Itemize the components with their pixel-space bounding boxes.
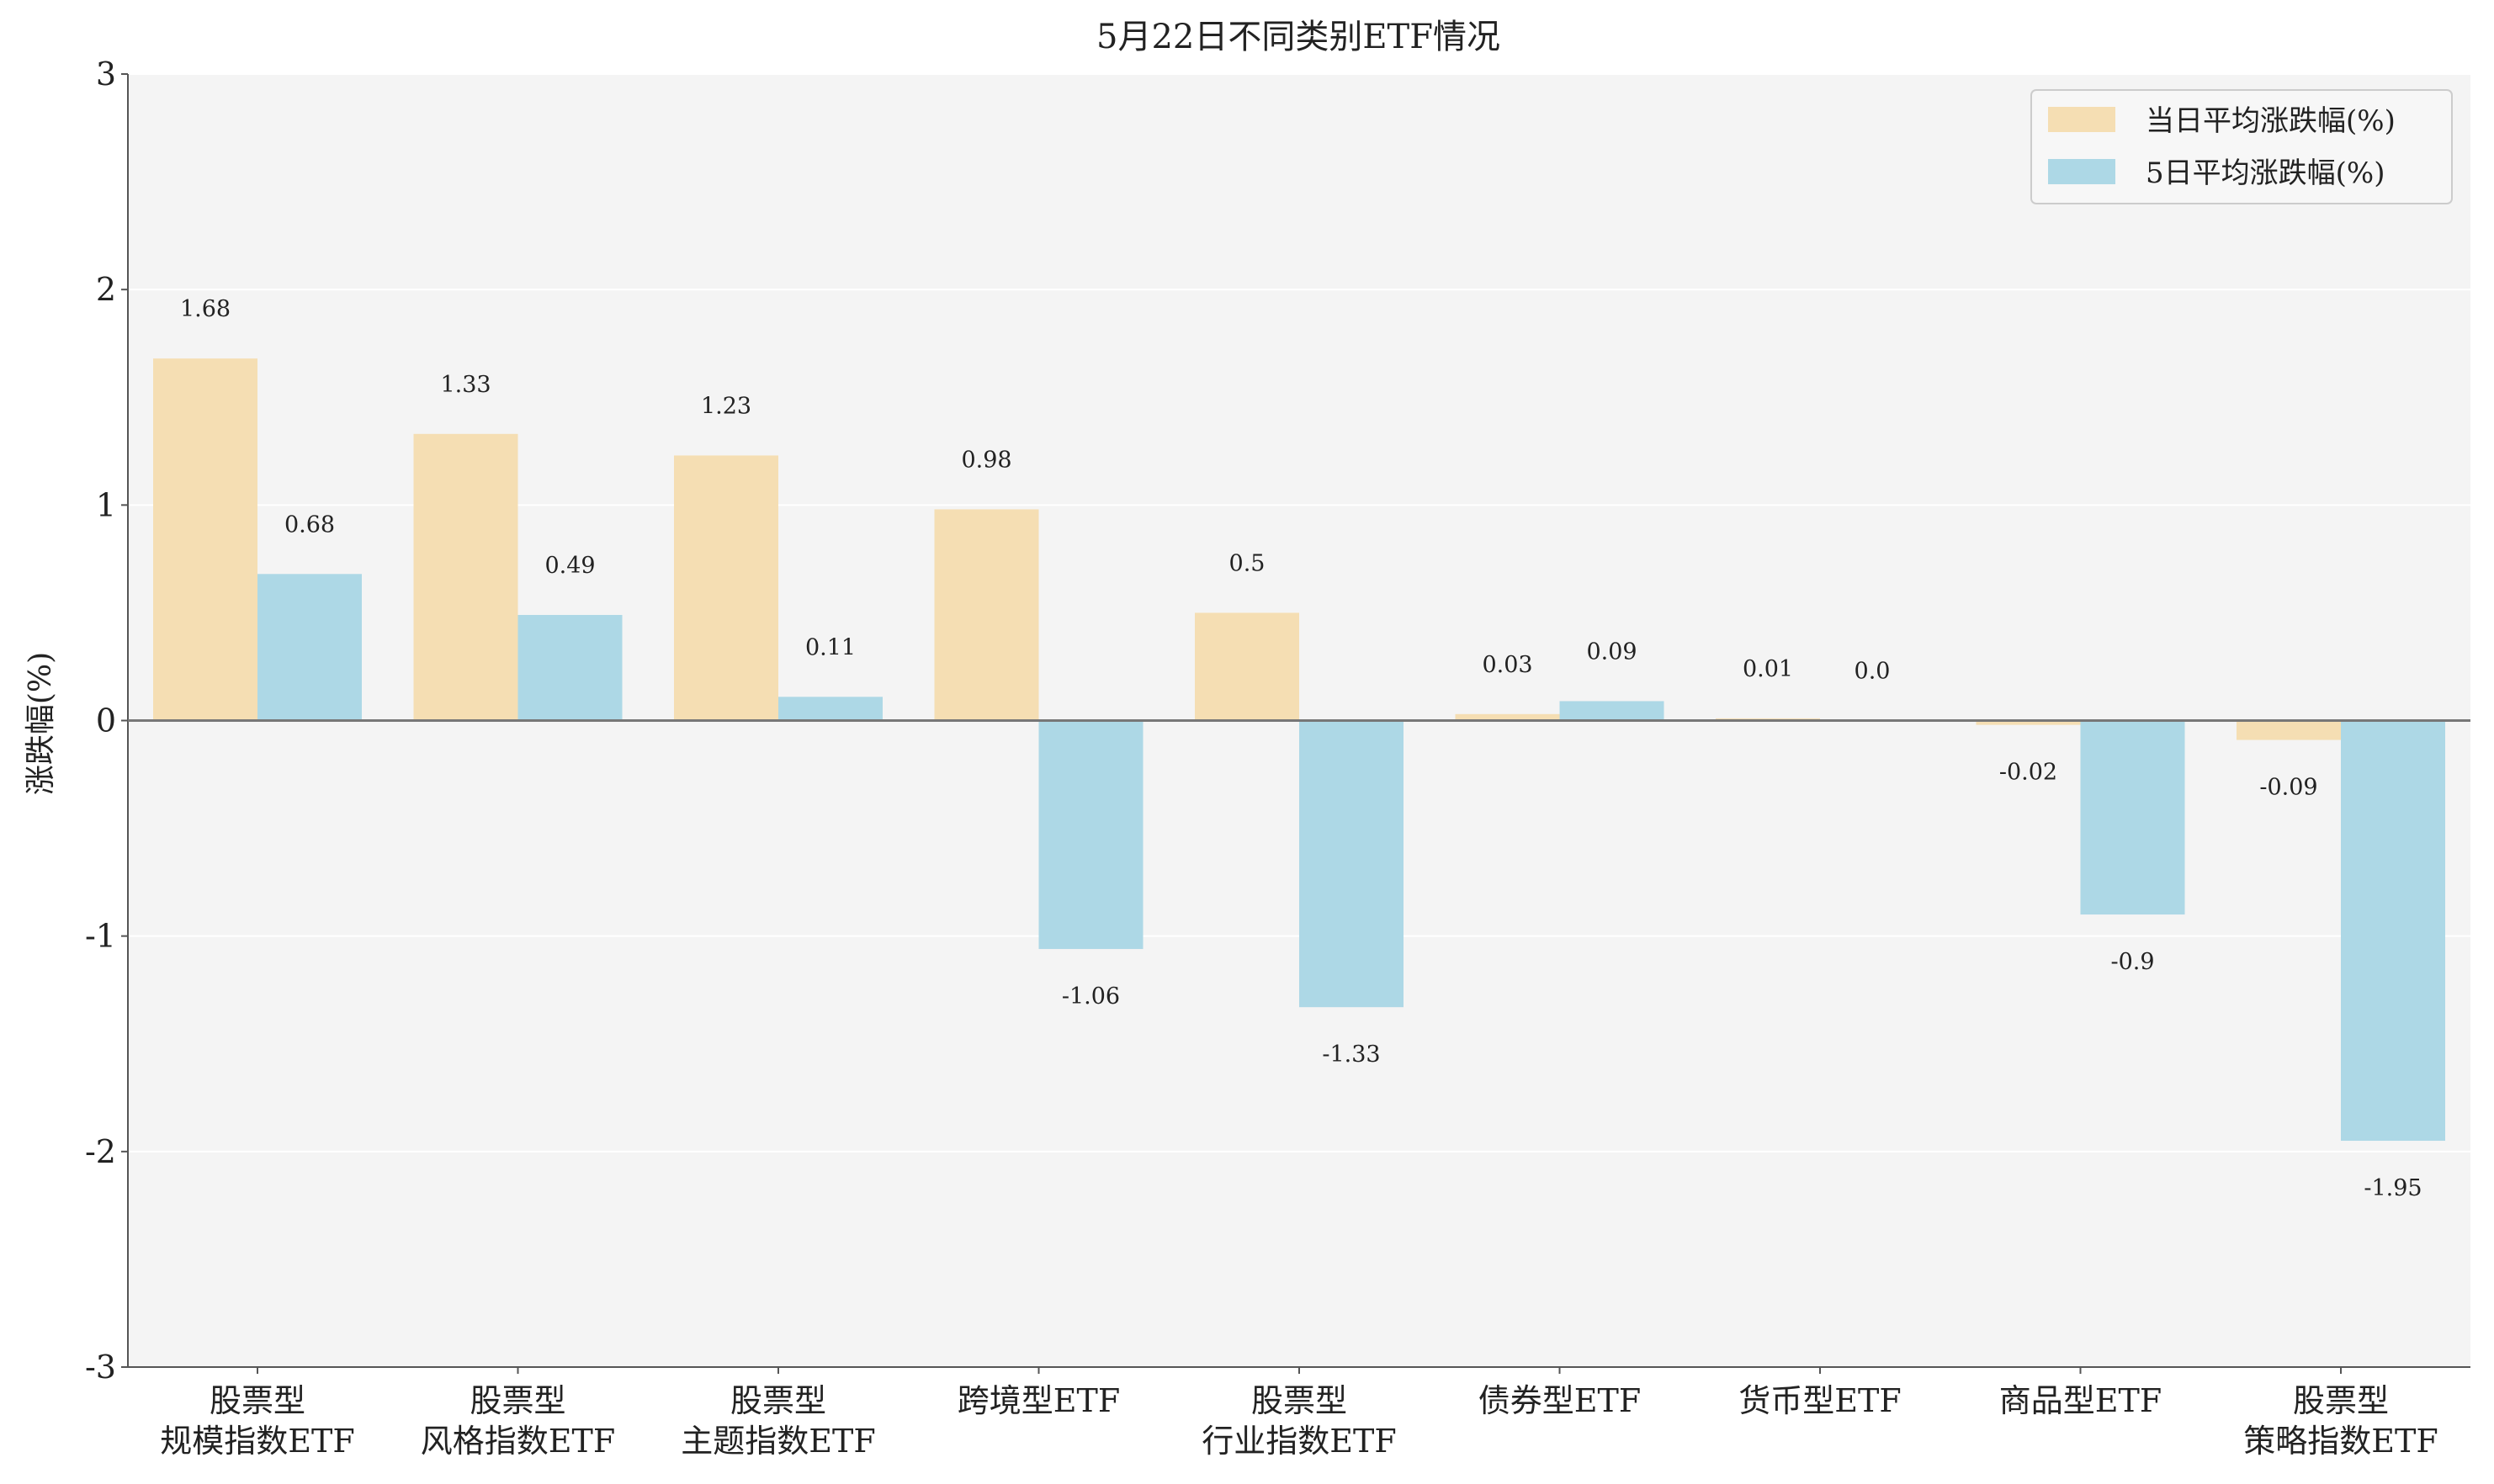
x-tick-label-line: 商品型ETF — [1999, 1382, 2162, 1419]
bar-s1-c7 — [2080, 720, 2185, 915]
value-label-s1-c8: -1.95 — [2364, 1175, 2422, 1201]
value-label-s1-c0: 0.68 — [284, 511, 335, 538]
value-label-s1-c6: 0.0 — [1855, 659, 1891, 685]
x-tick-label-6: 货币型ETF — [1738, 1382, 1901, 1419]
legend-swatch-1 — [2048, 159, 2115, 184]
x-tick-label-8: 股票型策略指数ETF — [2243, 1382, 2438, 1460]
x-tick-label-3: 跨境型ETF — [958, 1382, 1120, 1419]
bar-s0-c0 — [153, 358, 257, 721]
bar-s0-c1 — [413, 433, 518, 721]
value-label-s0-c4: 0.5 — [1229, 550, 1266, 576]
x-tick-label-line: 股票型 — [2293, 1382, 2389, 1419]
bar-s1-c0 — [257, 574, 362, 721]
y-tick-label-5: 2 — [96, 271, 116, 308]
value-label-s1-c3: -1.06 — [1062, 983, 1120, 1010]
y-tick-label-6: 3 — [96, 56, 116, 93]
axes: -3-2-10123股票型规模指数ETF股票型风格指数ETF股票型主题指数ETF… — [85, 56, 2470, 1460]
value-label-s0-c0: 1.68 — [180, 296, 231, 322]
x-tick-label-line: 货币型ETF — [1738, 1382, 1901, 1419]
x-tick-label-line: 股票型 — [210, 1382, 305, 1419]
x-tick-label-line: 规模指数ETF — [160, 1423, 354, 1460]
value-label-s0-c7: -0.02 — [1999, 760, 2057, 786]
x-tick-label-line: 跨境型ETF — [958, 1382, 1120, 1419]
value-label-s0-c5: 0.03 — [1482, 652, 1532, 678]
value-label-s0-c8: -0.09 — [2259, 775, 2317, 801]
bar-s1-c2 — [778, 697, 883, 721]
value-label-s1-c4: -1.33 — [1322, 1041, 1380, 1068]
x-tick-label-line: 风格指数ETF — [421, 1423, 615, 1460]
x-tick-label-line: 股票型 — [1251, 1382, 1347, 1419]
x-tick-label-line: 股票型 — [730, 1382, 826, 1419]
y-tick-label-0: -3 — [85, 1349, 116, 1386]
value-label-s0-c6: 0.01 — [1743, 656, 1793, 682]
bar-s1-c3 — [1038, 720, 1144, 950]
bar-s0-c7 — [1976, 720, 2081, 725]
value-label-s0-c3: 0.98 — [961, 447, 1011, 473]
legend: 当日平均涨跌幅(%) 5日平均涨跌幅(%) — [2030, 89, 2453, 204]
chart-title: 5月22日不同类别ETF情况 — [1096, 18, 1500, 56]
value-label-s0-c1: 1.33 — [440, 372, 491, 398]
bar-s0-c4 — [1195, 612, 1299, 721]
value-label-s1-c7: -0.9 — [2110, 949, 2154, 975]
x-tick-label-line: 行业指数ETF — [1202, 1423, 1396, 1460]
value-label-s1-c2: 0.11 — [805, 634, 856, 660]
x-tick-label-line: 债券型ETF — [1478, 1382, 1641, 1419]
value-label-s0-c2: 1.23 — [701, 393, 751, 419]
value-label-s1-c1: 0.49 — [544, 553, 595, 579]
bar-s1-c8 — [2341, 720, 2445, 1142]
bars — [153, 358, 2445, 1142]
x-tick-label-5: 债券型ETF — [1478, 1382, 1641, 1419]
x-tick-label-line: 主题指数ETF — [681, 1423, 875, 1460]
bar-s1-c5 — [1559, 701, 1664, 721]
bar-s0-c2 — [674, 455, 778, 721]
x-tick-label-7: 商品型ETF — [1999, 1382, 2162, 1419]
bar-s1-c1 — [517, 614, 623, 721]
bar-s0-c5 — [1455, 713, 1560, 721]
x-tick-label-0: 股票型规模指数ETF — [160, 1382, 354, 1460]
legend-swatch-0 — [2048, 107, 2115, 132]
bar-s1-c4 — [1299, 720, 1404, 1008]
y-tick-label-4: 1 — [96, 486, 116, 523]
x-tick-label-2: 股票型主题指数ETF — [681, 1382, 875, 1460]
bar-s0-c3 — [934, 509, 1039, 721]
x-tick-label-line: 策略指数ETF — [2243, 1423, 2438, 1460]
x-tick-label-line: 股票型 — [470, 1382, 565, 1419]
x-tick-label-4: 股票型行业指数ETF — [1202, 1382, 1396, 1460]
legend-label-1: 5日平均涨跌幅(%) — [2146, 156, 2385, 190]
value-label-s1-c5: 0.09 — [1586, 639, 1637, 665]
value-labels: 1.68 1.33 1.23 0.98 0.5 0.03 0.01 -0.02 -0.09 0.6… — [180, 296, 2422, 1201]
legend-label-0: 当日平均涨跌幅(%) — [2146, 104, 2396, 138]
y-tick-label-3: 0 — [96, 702, 116, 739]
legend-box — [2030, 89, 2453, 204]
y-axis-label: 涨跌幅(%) — [24, 652, 58, 795]
y-tick-label-2: -1 — [85, 918, 116, 955]
x-tick-label-1: 股票型风格指数ETF — [421, 1382, 615, 1460]
bar-s0-c8 — [2237, 720, 2341, 740]
y-tick-label-1: -2 — [85, 1133, 116, 1170]
